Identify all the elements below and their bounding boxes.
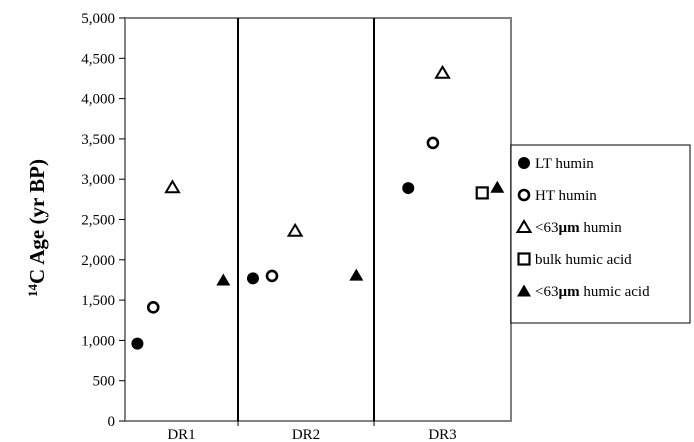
legend-marker	[517, 188, 531, 202]
data-point	[475, 186, 489, 200]
data-points	[131, 64, 505, 350]
y-tick-label: 0	[108, 414, 116, 430]
data-point	[349, 268, 364, 281]
y-tick-label: 500	[93, 374, 116, 390]
y-axis-label: 14C Age (yr BP)	[25, 159, 49, 297]
legend-marker	[518, 157, 530, 169]
y-tick-label: 4,500	[81, 51, 115, 67]
legend-label: bulk humic acid	[535, 252, 632, 268]
x-tick-label: DR2	[292, 427, 320, 442]
y-tick-label: 3,000	[81, 172, 115, 188]
data-point	[216, 273, 231, 286]
legend-label: <63µm humin	[535, 220, 622, 236]
legend-marker	[515, 219, 533, 233]
legend-marker	[517, 284, 531, 297]
legend-box	[510, 144, 691, 324]
legend-label: LT humin	[535, 156, 594, 172]
x-axis-ticks: DR1 DR2 DR3	[167, 421, 457, 442]
y-tick-label: 2,000	[81, 253, 115, 269]
data-point	[286, 222, 304, 237]
data-point	[146, 301, 160, 314]
y-tick-label: 2,500	[81, 213, 115, 229]
y-tick-label: 1,000	[81, 333, 115, 349]
data-point	[246, 272, 259, 285]
legend-marker	[517, 252, 531, 266]
data-point	[265, 269, 279, 283]
legend-label: <63µm humic acid	[535, 284, 650, 300]
x-tick-label: DR3	[428, 427, 456, 442]
data-point	[426, 136, 440, 150]
y-axis-ticks: 0 500 1,000 1,500 2,000 2,500 3,000 3,500 4,000 4…	[81, 11, 125, 430]
data-point	[434, 64, 451, 79]
legend-label: HT humin	[535, 188, 597, 204]
data-point	[131, 337, 144, 350]
data-point	[164, 179, 181, 194]
y-tick-label: 5,000	[81, 11, 115, 27]
x-tick-label: DR1	[167, 427, 195, 442]
y-tick-label: 3,500	[81, 132, 115, 148]
data-point	[490, 180, 505, 193]
legend: LT humin HT humin <63µm humin bulk humic ac…	[510, 144, 691, 324]
data-point	[402, 182, 415, 195]
y-tick-label: 1,500	[81, 293, 115, 309]
plot-area	[124, 17, 512, 422]
y-tick-label: 4,000	[81, 92, 115, 108]
